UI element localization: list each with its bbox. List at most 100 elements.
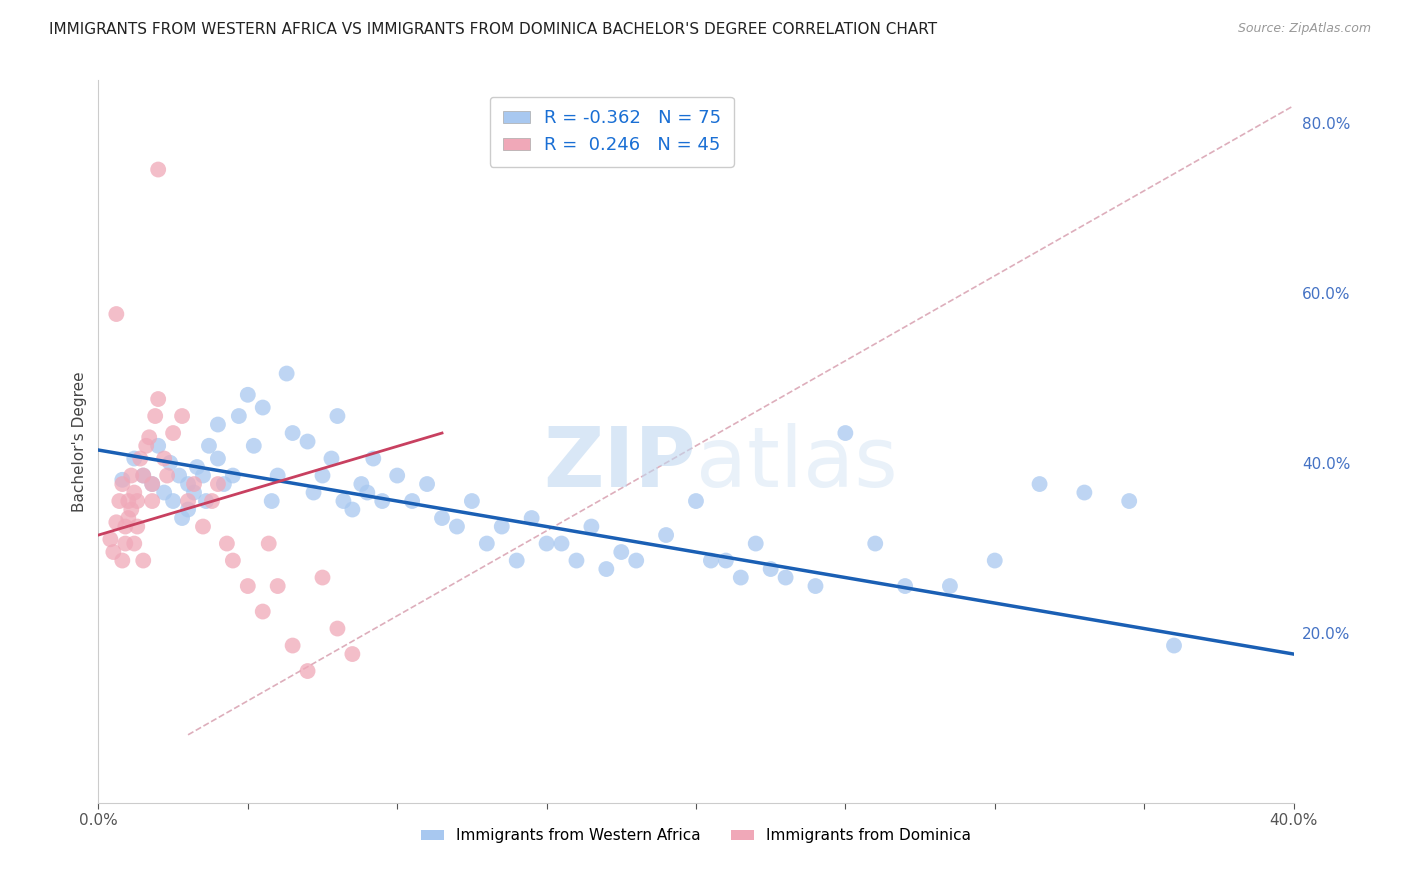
Point bbox=[183, 477, 205, 491]
Point bbox=[311, 570, 333, 584]
Point bbox=[191, 468, 214, 483]
Point bbox=[153, 485, 176, 500]
Point bbox=[332, 494, 354, 508]
Point bbox=[804, 579, 827, 593]
Point bbox=[267, 468, 290, 483]
Point bbox=[506, 553, 529, 567]
Point bbox=[385, 468, 409, 483]
Point bbox=[148, 439, 170, 453]
Point bbox=[281, 425, 304, 440]
Point bbox=[865, 536, 887, 550]
Point bbox=[103, 545, 125, 559]
Point bbox=[138, 430, 160, 444]
Point bbox=[297, 664, 319, 678]
Point bbox=[153, 451, 176, 466]
Point bbox=[212, 477, 235, 491]
Point bbox=[446, 519, 468, 533]
Point bbox=[117, 511, 139, 525]
Text: Source: ZipAtlas.com: Source: ZipAtlas.com bbox=[1237, 22, 1371, 36]
Point bbox=[111, 477, 134, 491]
Point bbox=[129, 451, 152, 466]
Point bbox=[939, 579, 962, 593]
Point bbox=[132, 468, 155, 483]
Point bbox=[222, 553, 245, 567]
Point bbox=[595, 562, 617, 576]
Point bbox=[124, 451, 146, 466]
Point bbox=[714, 553, 737, 567]
Point bbox=[260, 494, 283, 508]
Point bbox=[363, 451, 385, 466]
Point bbox=[228, 409, 250, 423]
Text: IMMIGRANTS FROM WESTERN AFRICA VS IMMIGRANTS FROM DOMINICA BACHELOR'S DEGREE COR: IMMIGRANTS FROM WESTERN AFRICA VS IMMIGR… bbox=[49, 22, 938, 37]
Point bbox=[311, 468, 333, 483]
Point bbox=[117, 494, 139, 508]
Point bbox=[984, 553, 1007, 567]
Point bbox=[195, 494, 218, 508]
Point bbox=[124, 485, 146, 500]
Point bbox=[536, 536, 558, 550]
Point bbox=[120, 468, 142, 483]
Point bbox=[162, 494, 184, 508]
Point bbox=[834, 425, 856, 440]
Point bbox=[127, 519, 149, 533]
Point bbox=[342, 647, 364, 661]
Point bbox=[685, 494, 707, 508]
Point bbox=[581, 519, 603, 533]
Point bbox=[105, 516, 128, 530]
Point bbox=[114, 519, 136, 533]
Point bbox=[207, 451, 229, 466]
Point bbox=[111, 553, 134, 567]
Text: atlas: atlas bbox=[696, 423, 897, 504]
Point bbox=[350, 477, 373, 491]
Point bbox=[894, 579, 917, 593]
Point bbox=[177, 502, 200, 516]
Point bbox=[98, 533, 122, 547]
Point bbox=[120, 502, 142, 516]
Point bbox=[257, 536, 280, 550]
Point bbox=[371, 494, 394, 508]
Point bbox=[167, 468, 190, 483]
Point bbox=[191, 519, 214, 533]
Point bbox=[321, 451, 343, 466]
Point bbox=[177, 477, 200, 491]
Point bbox=[1073, 485, 1095, 500]
Point bbox=[297, 434, 319, 449]
Point bbox=[186, 460, 208, 475]
Point bbox=[156, 468, 179, 483]
Point bbox=[114, 536, 136, 550]
Point bbox=[401, 494, 423, 508]
Point bbox=[207, 417, 229, 432]
Point bbox=[565, 553, 588, 567]
Point bbox=[177, 494, 200, 508]
Point bbox=[162, 425, 184, 440]
Point bbox=[491, 519, 513, 533]
Point bbox=[198, 439, 221, 453]
Point bbox=[207, 477, 229, 491]
Text: ZIP: ZIP bbox=[544, 423, 696, 504]
Point bbox=[215, 536, 238, 550]
Point bbox=[132, 468, 155, 483]
Point bbox=[342, 502, 364, 516]
Point bbox=[132, 553, 155, 567]
Point bbox=[124, 536, 146, 550]
Point bbox=[135, 439, 157, 453]
Point bbox=[252, 605, 274, 619]
Point bbox=[127, 494, 149, 508]
Point bbox=[141, 477, 163, 491]
Point bbox=[172, 409, 194, 423]
Point bbox=[111, 473, 134, 487]
Point bbox=[745, 536, 768, 550]
Point bbox=[461, 494, 484, 508]
Point bbox=[148, 162, 170, 177]
Point bbox=[201, 494, 224, 508]
Point bbox=[520, 511, 543, 525]
Point bbox=[550, 536, 572, 550]
Point bbox=[326, 622, 349, 636]
Point bbox=[475, 536, 498, 550]
Point bbox=[416, 477, 439, 491]
Point bbox=[222, 468, 245, 483]
Point bbox=[1028, 477, 1050, 491]
Point bbox=[243, 439, 266, 453]
Point bbox=[183, 485, 205, 500]
Point bbox=[159, 456, 181, 470]
